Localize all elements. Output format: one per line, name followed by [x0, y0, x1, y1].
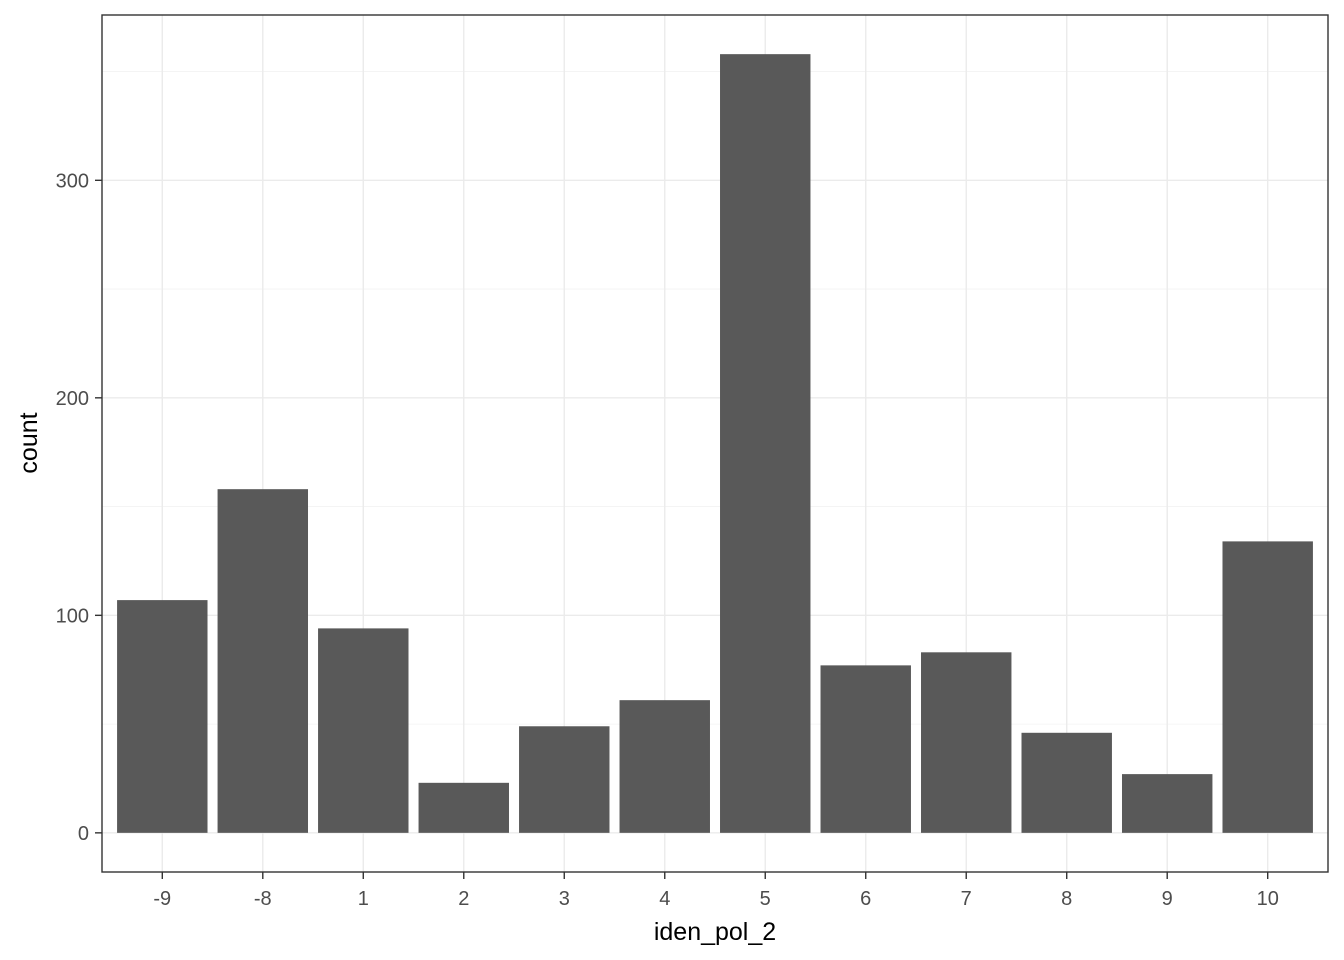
y-tick-label: 0	[78, 823, 89, 845]
bar-4	[619, 700, 710, 833]
x-tick-label: 3	[559, 888, 570, 910]
bar-1	[318, 628, 409, 833]
panel-border	[101, 14, 1329, 873]
x-tick-label: 5	[760, 888, 771, 910]
x-tick-label: 6	[860, 888, 871, 910]
x-tick-label: 9	[1162, 888, 1173, 910]
bar--9	[117, 600, 208, 833]
bar-7	[921, 652, 1012, 833]
x-axis: -9 -8 1 2 3 4 5 6 7 8 9 10	[153, 872, 1279, 910]
bar-6	[820, 665, 911, 833]
y-axis: 0 100 200 300	[56, 170, 102, 845]
bar-5	[720, 54, 811, 833]
y-tick-label: 100	[56, 605, 89, 627]
x-tick-label: 4	[659, 888, 670, 910]
bars	[117, 54, 1313, 833]
bar-9	[1121, 774, 1213, 833]
bar--8	[217, 489, 309, 833]
bar-10	[1222, 541, 1313, 833]
x-tick-label: -9	[153, 888, 171, 910]
x-tick-label: 2	[458, 888, 469, 910]
x-axis-title: iden_pol_2	[654, 918, 776, 946]
y-tick-label: 200	[56, 388, 89, 410]
bar-3	[519, 726, 610, 833]
bar-8	[1021, 732, 1112, 833]
x-tick-label: 1	[358, 888, 369, 910]
bar-2	[418, 782, 509, 833]
y-axis-title: count	[15, 412, 43, 473]
x-tick-label: -8	[254, 888, 272, 910]
x-tick-label: 10	[1257, 888, 1279, 910]
x-tick-label: 8	[1061, 888, 1072, 910]
x-tick-label: 7	[961, 888, 972, 910]
y-tick-label: 300	[56, 170, 89, 192]
